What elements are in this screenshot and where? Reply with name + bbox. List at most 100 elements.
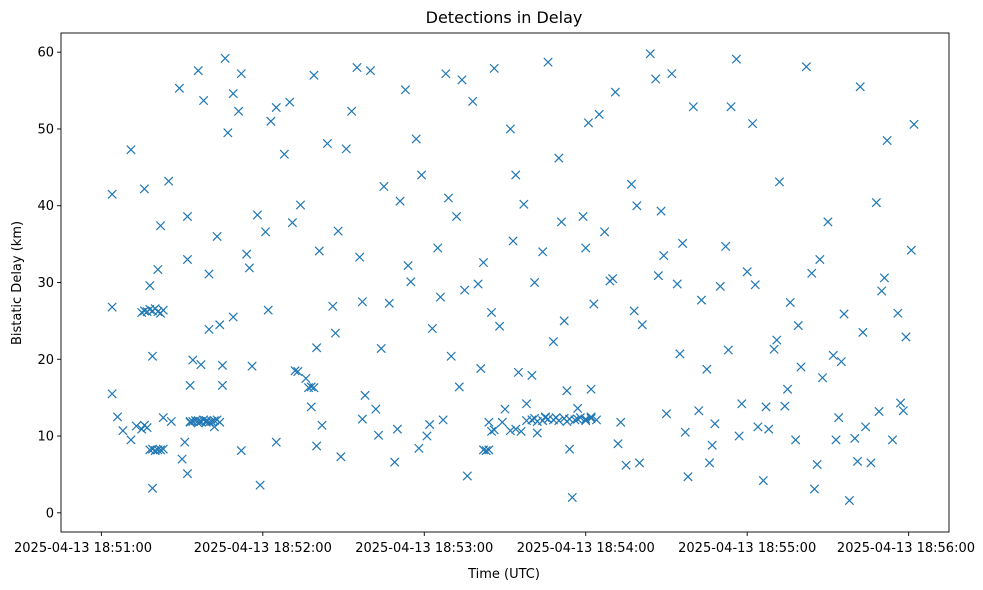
data-point-marker: [554, 153, 564, 163]
data-point-marker: [839, 309, 849, 319]
data-point-marker: [355, 252, 365, 262]
data-point-marker: [497, 417, 507, 427]
data-point-marker: [764, 424, 774, 434]
data-point-marker: [182, 469, 193, 479]
data-point-marker: [793, 320, 803, 331]
data-point-marker: [734, 431, 744, 441]
data-point-marker: [352, 62, 362, 73]
data-point-marker: [586, 412, 596, 422]
data-point-marker: [780, 401, 790, 411]
data-point-marker: [812, 459, 822, 470]
data-point-marker: [137, 424, 147, 434]
data-point-marker: [392, 424, 402, 434]
data-point-marker: [855, 82, 865, 92]
data-point-marker: [185, 416, 195, 427]
data-point-marker: [142, 307, 152, 317]
data-point-marker: [586, 384, 596, 394]
data-point-marker: [252, 210, 263, 220]
data-point-marker: [209, 422, 220, 432]
data-point-marker: [147, 483, 158, 493]
data-point-marker: [796, 362, 806, 372]
x-tick-label: 2025-04-13 18:55:00: [678, 541, 816, 556]
data-point-marker: [707, 440, 717, 450]
data-point-marker: [758, 475, 768, 486]
data-point-marker: [153, 307, 163, 317]
data-point-marker: [591, 415, 602, 425]
data-point-marker: [494, 321, 505, 331]
data-point-marker: [895, 398, 906, 408]
data-point-marker: [616, 417, 626, 427]
data-point-marker: [785, 297, 795, 308]
data-point-marker: [233, 106, 244, 116]
data-point-marker: [548, 336, 559, 347]
data-point-marker: [263, 305, 273, 315]
data-point-marker: [772, 335, 782, 345]
data-point-marker: [422, 431, 432, 441]
data-point-marker: [193, 418, 203, 428]
data-point-marker: [314, 246, 324, 256]
data-point-marker: [158, 444, 168, 454]
data-point-marker: [193, 65, 203, 76]
data-point-marker: [158, 305, 168, 315]
data-point-marker: [489, 425, 499, 435]
data-point-marker: [217, 360, 228, 371]
x-tick-label: 2025-04-13 18:52:00: [194, 541, 332, 556]
data-point-marker: [815, 254, 825, 265]
data-point-marker: [564, 444, 575, 454]
data-point-marker: [416, 170, 427, 180]
data-point-marker: [599, 227, 610, 237]
data-point-marker: [293, 366, 303, 377]
data-point-marker: [581, 416, 591, 426]
data-point-marker: [468, 96, 478, 106]
data-point-marker: [750, 280, 760, 290]
data-point-marker: [696, 295, 707, 305]
y-tick-label: 40: [37, 199, 54, 214]
data-point-marker: [322, 138, 333, 149]
data-point-marker: [831, 435, 841, 445]
data-point-marker: [330, 328, 341, 338]
data-point-marker: [562, 416, 572, 427]
data-point-marker: [333, 226, 343, 236]
data-point-marker: [260, 227, 271, 237]
data-point-marker: [158, 412, 168, 423]
data-point-marker: [425, 419, 435, 430]
data-point-marker: [836, 356, 846, 367]
x-tick-label: 2025-04-13 18:51:00: [14, 541, 152, 556]
data-point-marker: [481, 446, 491, 456]
data-point-marker: [201, 417, 211, 427]
data-point-marker: [583, 118, 594, 128]
data-point-marker: [196, 360, 206, 370]
data-point-marker: [400, 85, 411, 95]
data-point-marker: [559, 316, 569, 326]
data-point-marker: [823, 217, 833, 227]
data-point-marker: [774, 177, 785, 187]
data-point-marker: [629, 306, 639, 316]
data-point-marker: [457, 75, 467, 85]
data-point-marker: [726, 102, 736, 112]
y-tick-label: 30: [37, 276, 54, 291]
data-point-marker: [807, 268, 817, 278]
data-point-marker: [529, 277, 540, 288]
data-point-marker: [379, 181, 389, 192]
data-point-marker: [608, 274, 618, 284]
data-point-marker: [486, 307, 497, 318]
data-point-marker: [406, 277, 416, 287]
data-point-marker: [519, 199, 529, 209]
data-point-marker: [513, 367, 524, 377]
data-point-marker: [651, 74, 661, 84]
data-point-marker: [578, 211, 588, 222]
data-point-marker: [443, 193, 454, 203]
data-point-marker: [236, 69, 246, 79]
y-tick-label: 50: [37, 122, 54, 137]
data-point-marker: [511, 170, 521, 180]
data-point-marker: [107, 389, 117, 399]
data-point-marker: [874, 406, 884, 417]
data-point-marker: [384, 298, 394, 308]
data-point-marker: [817, 373, 828, 383]
data-point-marker: [852, 456, 863, 466]
data-point-marker: [107, 302, 117, 312]
data-point-marker: [212, 231, 222, 242]
data-point-marker: [435, 292, 446, 302]
x-axis: 2025-04-13 18:51:00 2025-04-13 18:52:00 20…: [14, 532, 975, 556]
data-point-marker: [809, 484, 820, 494]
